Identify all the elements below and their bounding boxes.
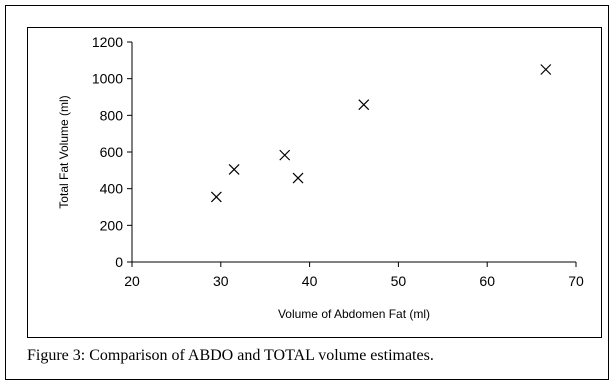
y-tick-label: 800 — [100, 107, 124, 123]
axes — [131, 42, 576, 263]
data-point — [358, 99, 370, 111]
y-tick-label: 0 — [115, 254, 123, 270]
scatter-plot: 20 30 40 50 60 70 0 200 400 600 800 1000 1200 Volume… — [57, 34, 584, 321]
figure-frame: 20 30 40 50 60 70 0 200 400 600 800 1000 1200 Volume… — [5, 5, 609, 380]
x-tick-label: 40 — [302, 273, 318, 289]
y-tick-label: 1200 — [92, 34, 123, 50]
data-points — [210, 64, 552, 203]
y-tick-label: 400 — [100, 181, 124, 197]
data-point — [279, 149, 291, 161]
figure-caption: Figure 3: Comparison of ABDO and TOTAL v… — [27, 347, 434, 364]
data-point — [540, 64, 552, 75]
y-tick-label: 600 — [100, 144, 124, 160]
y-tick-label: 200 — [100, 217, 124, 233]
data-point — [228, 163, 240, 175]
x-tick-label: 50 — [391, 273, 407, 289]
x-tick-label: 30 — [213, 273, 229, 289]
x-tick-label: 60 — [479, 273, 495, 289]
data-point — [292, 172, 304, 184]
x-axis-title: Volume of Abdomen Fat (ml) — [278, 307, 430, 321]
ticks: 20 30 40 50 60 70 0 200 400 600 800 1000 1200 — [92, 34, 584, 289]
y-tick-label: 1000 — [92, 71, 123, 87]
chart-area: 20 30 40 50 60 70 0 200 400 600 800 1000 1200 Volume… — [27, 27, 602, 338]
x-tick-label: 70 — [568, 273, 584, 289]
x-tick-label: 20 — [124, 273, 140, 289]
y-axis-title: Total Fat Volume (ml) — [57, 95, 71, 208]
data-point — [210, 191, 222, 203]
